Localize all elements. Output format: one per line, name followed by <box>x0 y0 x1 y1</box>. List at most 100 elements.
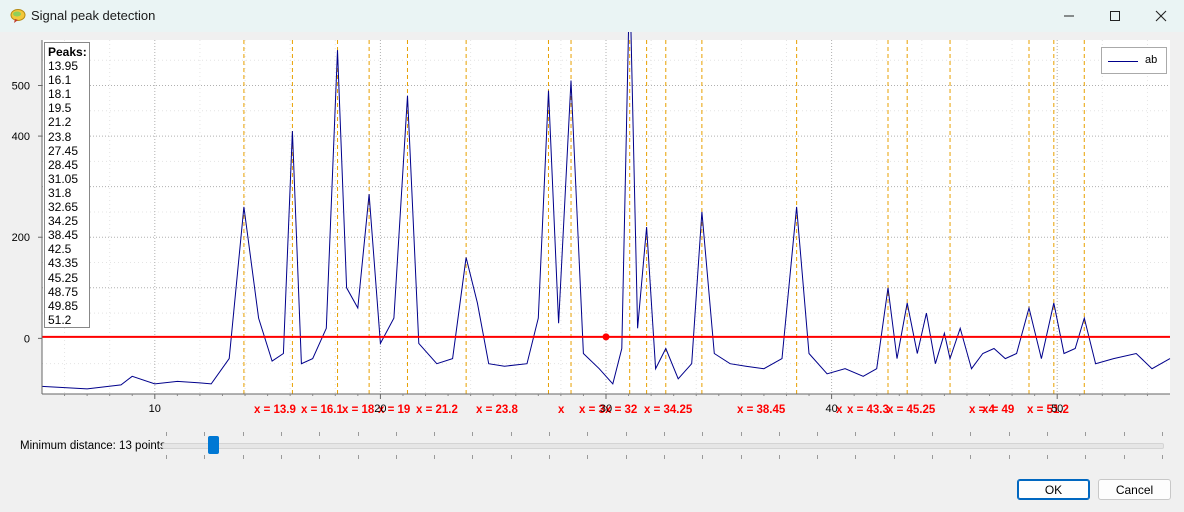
signal-series-line <box>41 32 1171 390</box>
peak-annotation: x = 23.8 <box>476 404 518 416</box>
slider-tick <box>778 432 780 436</box>
peaks-list-header: Peaks: <box>48 45 87 59</box>
slider-tick <box>204 432 206 436</box>
minimize-icon <box>1064 15 1074 17</box>
slider-tick <box>1161 432 1163 436</box>
peak-annotation: x = 18 <box>342 404 375 416</box>
peak-list-item: 45.25 <box>48 270 79 285</box>
peak-list-item: 27.45 <box>48 143 79 158</box>
slider-tick <box>1046 455 1048 459</box>
y-tick-label: 500 <box>12 81 30 93</box>
y-tick-label: 200 <box>12 232 30 244</box>
peak-annotation: x = 32 <box>605 404 637 416</box>
slider-tick <box>472 432 474 436</box>
slider-tick <box>702 432 704 436</box>
slider-tick <box>932 455 933 459</box>
ok-button[interactable]: OK <box>1017 479 1090 500</box>
slider-tick <box>970 432 972 436</box>
peak-list-item: 43.35 <box>48 256 79 271</box>
slider-tick <box>510 455 512 459</box>
slider-tick <box>778 455 780 459</box>
slider-tick <box>549 432 550 436</box>
slider-tick <box>1085 455 1087 459</box>
peak-list-item: 48.75 <box>48 284 79 299</box>
slider-tick <box>893 432 895 436</box>
peak-list-item: 13.95 <box>48 59 79 74</box>
slider-tick <box>242 455 244 459</box>
slider-tick <box>395 455 397 459</box>
peak-list-item: 19.5 <box>48 101 72 116</box>
y-tick-label: 400 <box>12 131 30 143</box>
min-distance-label: Minimum distance: 13 points <box>20 440 166 452</box>
slider-tick <box>242 432 244 436</box>
slider-tick <box>817 455 819 459</box>
peak-list-item: 21.2 <box>48 115 72 130</box>
peak-annotation: x <box>836 404 843 416</box>
slider-tick <box>970 455 972 459</box>
slider-tick <box>893 455 895 459</box>
slider-tick <box>740 455 742 459</box>
window-title: Signal peak detection <box>31 8 156 23</box>
peaks-list: 13.95 16.1 18.1 19.5 21.2 23.8 27.45 28.45 31.05… <box>48 59 89 327</box>
slider-tick <box>587 455 589 459</box>
close-icon <box>1155 10 1167 22</box>
peak-annotation: x = 4 <box>969 404 996 416</box>
slider-tick <box>702 455 704 459</box>
min-distance-slider-track[interactable] <box>162 443 1164 449</box>
slider-tick <box>625 455 627 459</box>
peak-annotation: x = 3 <box>579 404 605 416</box>
slider-tick <box>204 455 206 459</box>
y-tick-label: 0 <box>24 333 30 345</box>
slider-tick <box>932 432 933 436</box>
peak-annotation: x = 13.9 <box>254 404 296 416</box>
legend-swatch <box>1108 61 1138 62</box>
threshold-handle[interactable] <box>602 333 610 341</box>
peak-annotation: x = 21.2 <box>416 404 458 416</box>
legend-label: ab <box>1145 54 1158 66</box>
x-tick-label: 20 <box>374 403 386 415</box>
slider-tick <box>434 455 436 459</box>
peak-annotation: x = 45.25 <box>887 404 936 416</box>
slider-tick <box>357 432 359 436</box>
slider-tick <box>663 432 665 436</box>
peak-list-item: 49.85 <box>48 298 79 313</box>
peak-annotation: x <box>558 404 565 416</box>
minimize-button[interactable] <box>1046 0 1092 32</box>
peak-list-item: 31.05 <box>48 171 79 186</box>
slider-tick <box>817 432 819 436</box>
peak-list-item: 23.8 <box>48 129 72 144</box>
slider-tick <box>280 455 282 459</box>
x-tick-label: 10 <box>149 403 161 415</box>
peak-annotation: x = 38.45 <box>737 404 786 416</box>
slider-tick <box>587 432 589 436</box>
peak-annotation: x = 19 <box>378 404 410 416</box>
legend: ab <box>1101 47 1167 74</box>
slider-tick <box>472 455 474 459</box>
min-distance-slider-handle[interactable] <box>208 436 219 454</box>
slider-tick <box>395 432 397 436</box>
peak-annotation: x = 49 <box>982 404 1014 416</box>
peak-list-item: 16.1 <box>48 73 72 88</box>
peak-list-item: 32.65 <box>48 200 79 215</box>
maximize-icon <box>1110 11 1120 21</box>
slider-tick <box>740 432 742 436</box>
close-button[interactable] <box>1138 0 1184 32</box>
app-icon <box>10 9 26 23</box>
slider-tick <box>1123 455 1125 459</box>
peak-list-item: 38.45 <box>48 228 79 243</box>
slider-tick <box>855 455 857 459</box>
slider-tick <box>166 455 167 459</box>
slider-tick <box>434 432 436 436</box>
slider-tick <box>319 455 321 459</box>
slider-tick <box>1008 432 1010 436</box>
peaks-list-panel: Peaks: 13.95 16.1 18.1 19.5 21.2 23.8 27.45 28.… <box>44 42 90 328</box>
slider-tick <box>625 432 627 436</box>
maximize-button[interactable] <box>1092 0 1138 32</box>
cancel-button[interactable]: Cancel <box>1098 479 1171 500</box>
peak-list-item: 34.25 <box>48 214 79 229</box>
title-bar: Signal peak detection <box>0 0 1184 32</box>
x-tick-label: 30 <box>600 403 612 415</box>
signal-plot[interactable]: x = 13.9 x = 16.1 x = 18 x = 19 x = 21.2 x = … <box>0 32 1184 432</box>
peak-list-item: 18.1 <box>48 87 72 102</box>
slider-tick <box>357 455 359 459</box>
